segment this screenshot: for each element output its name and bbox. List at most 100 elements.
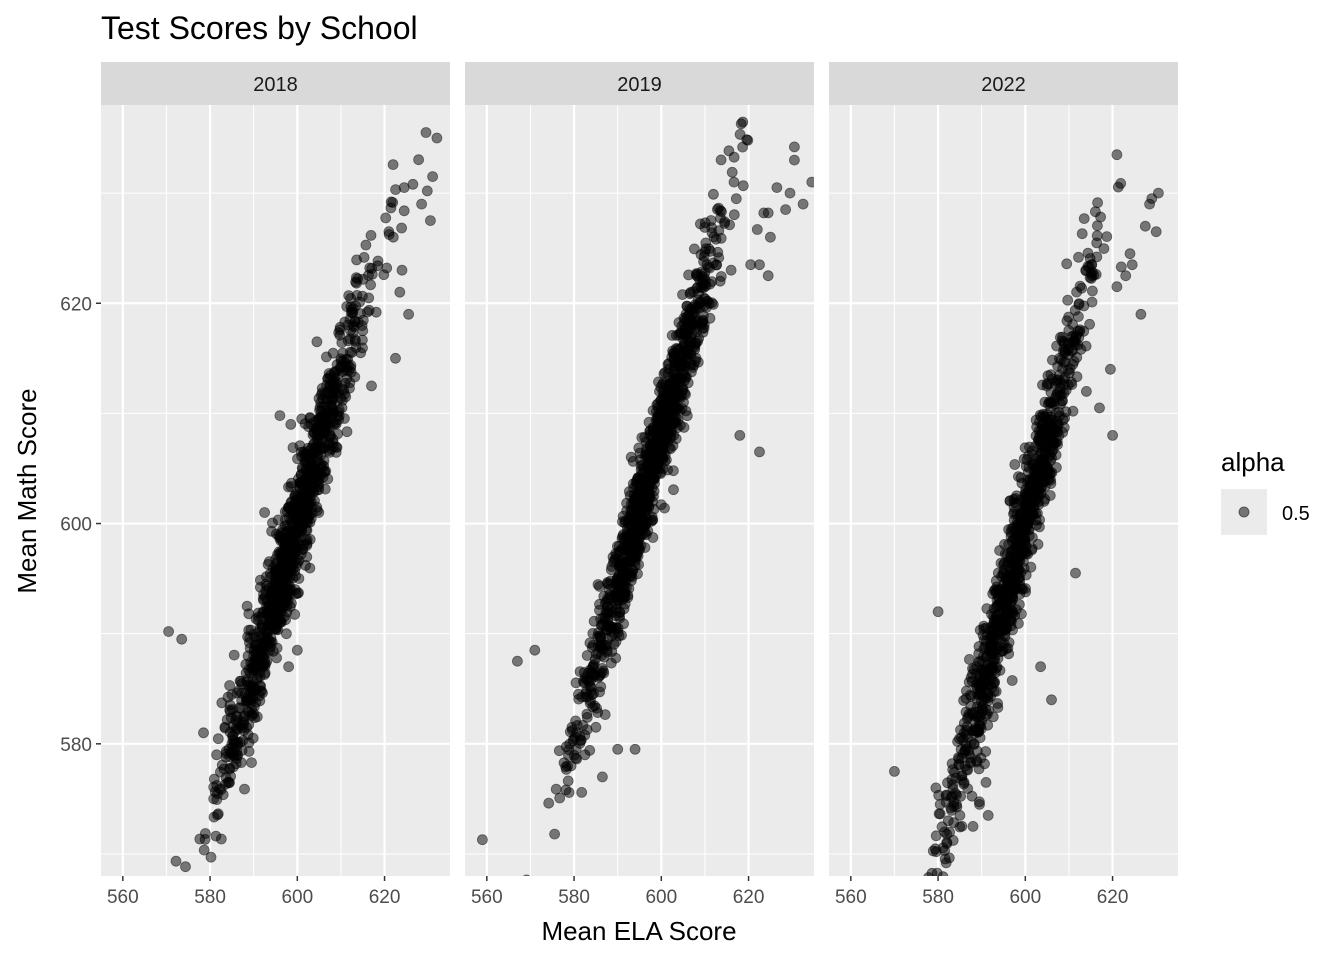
scatter-point: [269, 572, 281, 584]
scatter-point: [657, 399, 669, 411]
scatter-point: [563, 787, 575, 798]
scatter-point: [655, 381, 667, 393]
scatter-point: [327, 433, 339, 445]
scatter-point: [170, 855, 182, 867]
scatter-point: [1001, 593, 1012, 605]
scatter-point: [999, 539, 1010, 550]
scatter-point: [1014, 599, 1025, 610]
scatter-point: [420, 127, 432, 138]
scatter-point: [241, 600, 253, 612]
scatter-point: [934, 808, 946, 820]
scatter-point: [274, 410, 286, 422]
scatter-point: [570, 743, 582, 755]
scatter-point: [1111, 149, 1123, 161]
scatter-point: [916, 940, 926, 950]
scatter-point: [553, 745, 565, 757]
scatter-point: [1091, 230, 1103, 242]
scatter-point: [758, 207, 770, 219]
scatter-point: [617, 510, 629, 522]
scatter-point: [728, 151, 740, 163]
scatter-point: [310, 422, 322, 434]
scatter-point: [233, 702, 245, 714]
scatter-point: [784, 187, 796, 199]
scatter-point: [699, 217, 711, 229]
x-tick-label: 620: [369, 887, 401, 908]
scatter-point: [530, 898, 540, 908]
scatter-point: [356, 290, 368, 302]
scatter-point: [1107, 429, 1118, 441]
scatter-point: [751, 224, 763, 235]
scatter-point: [1044, 397, 1056, 409]
scatter-point: [628, 509, 639, 521]
scatter-point: [806, 176, 814, 188]
scatter-point: [712, 203, 723, 215]
scatter-point: [958, 777, 970, 788]
scatter-point: [735, 118, 747, 130]
scatter-point: [427, 171, 439, 183]
points-layer: [163, 127, 443, 873]
scatter-point: [737, 141, 748, 153]
scatter-point: [621, 544, 633, 556]
scatter-point: [381, 262, 393, 274]
scatter-point: [734, 429, 746, 441]
scatter-point: [918, 939, 928, 949]
scatter-point: [1063, 325, 1075, 336]
scatter-point: [1010, 493, 1022, 504]
scatter-point: [1073, 311, 1084, 323]
scatter-point: [241, 674, 253, 685]
scatter-point: [1001, 549, 1013, 561]
x-tick-label: 560: [471, 887, 503, 908]
scatter-point: [264, 611, 276, 622]
y-tick-label: 620: [60, 294, 92, 315]
x-axis-title: Mean ELA Score: [541, 916, 736, 946]
scatter-point: [380, 212, 392, 224]
scatter-point: [644, 491, 656, 503]
scatter-point: [682, 348, 693, 360]
scatter-point: [1058, 336, 1070, 348]
scatter-point: [340, 353, 352, 365]
scatter-point: [303, 453, 315, 465]
scatter-point: [562, 760, 573, 772]
scatter-point: [343, 290, 355, 302]
scatter-point: [291, 644, 303, 656]
scatter-point: [283, 661, 295, 673]
scatter-point: [1115, 177, 1127, 189]
panel-background: [829, 105, 1178, 876]
scatter-point: [431, 132, 443, 144]
scatter-point: [1006, 675, 1018, 686]
scatter-point: [1160, 0, 1170, 6]
scatter-point: [1036, 447, 1048, 459]
scatter-point: [728, 209, 740, 221]
scatter-point: [581, 724, 593, 736]
scatter-point: [612, 594, 624, 606]
scatter-point: [1105, 363, 1116, 375]
scatter-point: [1070, 339, 1081, 351]
scatter-point: [543, 797, 555, 809]
scatter-point: [647, 532, 659, 543]
scatter-point: [319, 483, 331, 495]
scatter-point: [1076, 228, 1088, 240]
scatter-point: [360, 239, 372, 251]
scatter-point: [248, 643, 260, 655]
scatter-point: [628, 495, 640, 507]
scatter-point: [668, 384, 680, 396]
x-tick-label: 600: [1009, 887, 1041, 908]
scatter-point: [390, 352, 401, 364]
scatter-point: [258, 594, 269, 606]
scatter-point: [1045, 369, 1057, 381]
scatter-point: [1095, 211, 1106, 223]
facet-panel-2019: 2019 560 580 600 620: [465, 62, 814, 908]
scatter-point: [1018, 546, 1029, 558]
scatter-point: [698, 251, 710, 263]
facet-strip: [465, 62, 814, 105]
scatter-point: [1046, 694, 1057, 706]
x-tick-label: 620: [733, 887, 765, 908]
scatter-point: [1001, 574, 1012, 585]
scatter-point: [1124, 248, 1136, 260]
scatter-point: [1070, 567, 1081, 579]
scatter-point: [346, 307, 358, 319]
scatter-point: [396, 264, 408, 276]
scatter-point: [261, 655, 273, 667]
scatter-point: [605, 657, 617, 669]
